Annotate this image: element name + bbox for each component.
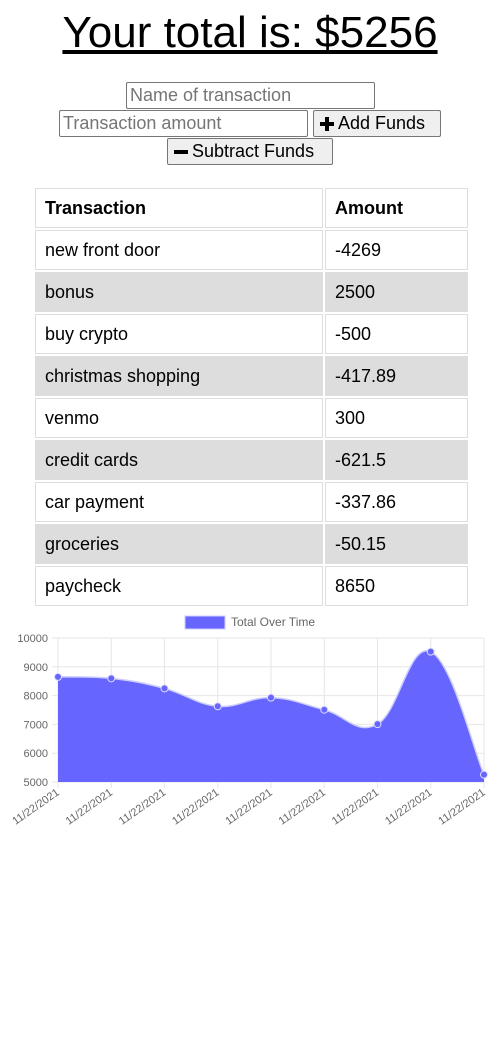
table-row: credit cards -621.5	[35, 440, 468, 480]
x-tick-label: 11/22/2021	[330, 787, 381, 828]
transaction-column-header: Transaction	[35, 188, 323, 228]
plus-icon	[320, 116, 334, 131]
transaction-amount-cell: -4269	[325, 230, 468, 270]
transaction-amount-cell: 300	[325, 398, 468, 438]
transaction-name-cell: credit cards	[35, 440, 323, 480]
transaction-name-cell: bonus	[35, 272, 323, 312]
table-row: venmo 300	[35, 398, 468, 438]
legend-swatch	[184, 615, 226, 630]
subtract-funds-button[interactable]: Subtract Funds	[167, 138, 333, 165]
subtract-funds-label: Subtract Funds	[192, 141, 315, 161]
x-tick-label: 11/22/2021	[117, 787, 168, 828]
table-row: christmas shopping -417.89	[35, 356, 468, 396]
data-point	[373, 720, 382, 729]
transaction-name-cell: car payment	[35, 482, 323, 522]
transaction-name-cell: buy crypto	[35, 314, 323, 354]
x-tick-label: 11/22/2021	[10, 787, 61, 828]
table-header-row: Transaction Amount	[35, 188, 468, 228]
data-point	[480, 770, 488, 779]
add-funds-button[interactable]: Add Funds	[313, 110, 441, 137]
data-point	[107, 674, 116, 683]
transaction-amount-input[interactable]	[59, 110, 308, 137]
transaction-amount-cell: -50.15	[325, 524, 468, 564]
amount-column-header: Amount	[325, 188, 468, 228]
transaction-amount-cell: -417.89	[325, 356, 468, 396]
y-tick-label: 5000	[24, 777, 48, 789]
transaction-name-cell: venmo	[35, 398, 323, 438]
legend-label: Total Over Time	[231, 615, 315, 629]
transaction-amount-cell: -337.86	[325, 482, 468, 522]
data-point	[320, 705, 329, 714]
series-area	[58, 650, 484, 782]
x-tick-label: 11/22/2021	[277, 787, 328, 828]
x-tick-label: 11/22/2021	[383, 787, 434, 828]
transaction-name-cell: christmas shopping	[35, 356, 323, 396]
add-funds-label: Add Funds	[338, 113, 426, 133]
data-point	[213, 702, 222, 711]
y-tick-label: 7000	[24, 719, 48, 731]
table-row: car payment -337.86	[35, 482, 468, 522]
data-point	[54, 672, 62, 681]
data-point	[160, 684, 169, 693]
transaction-name-cell: new front door	[35, 230, 323, 270]
data-point	[426, 647, 435, 656]
transactions-table: Transaction Amount new front door -4269 b…	[33, 186, 470, 608]
x-tick-label: 11/22/2021	[223, 787, 274, 828]
minus-icon	[174, 145, 188, 159]
y-tick-label: 9000	[24, 662, 48, 674]
table-row: bonus 2500	[35, 272, 468, 312]
transaction-amount-cell: -621.5	[325, 440, 468, 480]
x-tick-label: 11/22/2021	[170, 787, 221, 828]
x-tick-label: 11/22/2021	[64, 787, 115, 828]
transaction-amount-cell: 2500	[325, 272, 468, 312]
data-point	[267, 693, 275, 702]
y-tick-label: 8000	[24, 691, 48, 703]
transaction-amount-cell: 8650	[325, 566, 468, 606]
total-heading: Your total is: $5256	[62, 8, 438, 57]
table-row: groceries -50.15	[35, 524, 468, 564]
transaction-name-cell: paycheck	[35, 566, 323, 606]
table-row: buy crypto -500	[35, 314, 468, 354]
table-row: new front door -4269	[35, 230, 468, 270]
transaction-name-input[interactable]	[126, 82, 375, 109]
y-tick-label: 6000	[24, 748, 48, 760]
x-tick-label: 11/22/2021	[436, 787, 487, 828]
transaction-amount-cell: -500	[325, 314, 468, 354]
y-tick-label: 10000	[17, 633, 48, 645]
table-row: paycheck 8650	[35, 566, 468, 606]
transaction-name-cell: groceries	[35, 524, 323, 564]
